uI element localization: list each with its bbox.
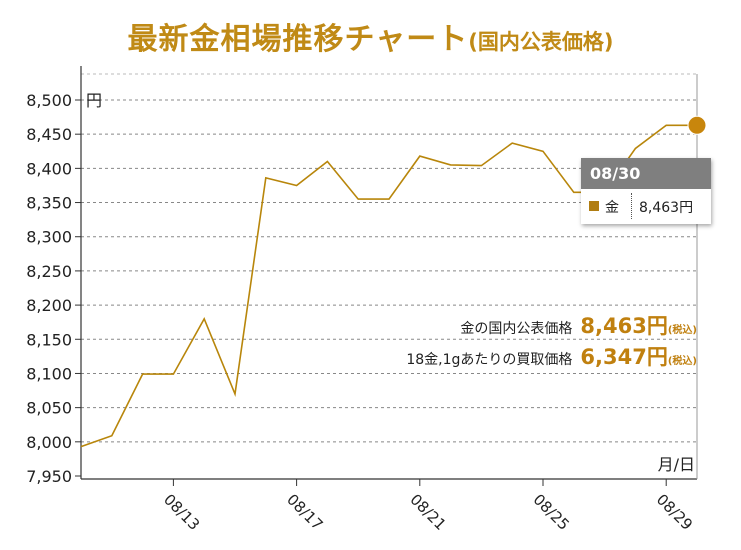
x-tick-label: 08/17 [283,491,326,534]
y-tick-label: 8,250 [26,262,72,281]
x-tick-label: 08/29 [653,491,696,534]
gold-price-tax: (税込) [667,325,697,336]
gold-price-label: 金の国内公表価格 [460,321,573,337]
tooltip-date: 08/30 [581,158,711,189]
y-tick-label: 8,000 [26,433,72,452]
y-tick-label: 8,500 [26,91,72,110]
y-tick-label: 8,100 [26,364,72,383]
y-tick-label: 8,300 [26,228,72,247]
x-tick-label: 08/21 [406,491,449,534]
chart-title-main: 最新金相場推移チャート [127,22,469,57]
y-tick-label: 8,150 [26,330,72,349]
y-tick-label: 8,200 [26,296,72,315]
tooltip-separator [631,193,632,219]
tooltip-series-name: 金 [605,200,619,216]
tooltip-value: 8,463円 [639,200,694,216]
highlight-point [687,115,707,135]
gold-price-value: 8,463円 [580,314,668,338]
k18-price-label: 18金,1gあたりの買取価格 [406,352,573,368]
k18-price-value: 6,347円 [580,345,668,369]
y-tick-label: 7,950 [26,467,72,486]
tooltip-row: 金 8,463円 [581,189,711,224]
x-tick-label: 08/13 [160,491,203,534]
chart-title-sub: (国内公表価格) [468,30,614,54]
price-tooltip: 08/30 金 8,463円 [581,158,711,224]
y-tick-label: 8,350 [26,194,72,213]
chart-title: 最新金相場推移チャート(国内公表価格) [0,14,741,58]
y-tick-label: 8,400 [26,159,72,178]
x-axis-unit-label: 月/日 [658,455,695,474]
gold-price-info: 金の国内公表価格 8,463円(税込) [460,310,697,340]
x-tick-label: 08/25 [530,491,573,534]
tooltip-swatch-icon [589,201,599,211]
k18-price-info: 18金,1gあたりの買取価格 6,347円(税込) [406,341,697,371]
k18-price-tax: (税込) [667,356,697,367]
y-tick-label: 8,050 [26,399,72,418]
y-axis-unit-label: 円 [86,91,102,110]
y-tick-label: 8,450 [26,125,72,144]
